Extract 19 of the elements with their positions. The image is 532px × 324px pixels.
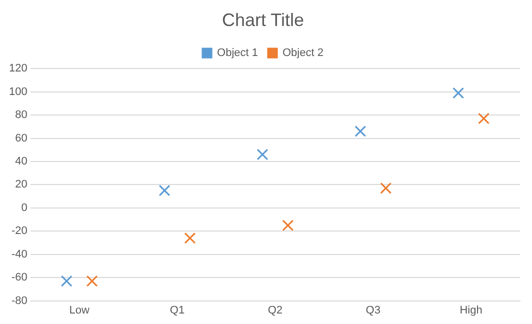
legend-label: Object 2 <box>282 47 324 60</box>
y-tick-label: -80 <box>11 294 28 307</box>
x-tick-label: Low <box>69 304 90 316</box>
y-tick-label: 20 <box>15 178 28 191</box>
y-tick-label: 100 <box>8 86 28 98</box>
y-tick-label: 120 <box>8 62 28 75</box>
chart-title: Chart Title <box>222 10 304 30</box>
y-tick-label: 40 <box>15 156 28 168</box>
x-tick-label: Q1 <box>170 304 185 316</box>
y-tick-label: -40 <box>11 248 28 260</box>
y-tick-label: -60 <box>11 272 28 284</box>
x-tick-label: High <box>460 304 482 316</box>
y-tick-label: -20 <box>11 225 28 238</box>
y-tick-label: 60 <box>15 132 28 144</box>
y-tick-label: 0 <box>21 202 28 214</box>
x-tick-label: Q3 <box>366 304 380 316</box>
x-tick-label: Q2 <box>268 304 283 316</box>
y-tick-label: 80 <box>15 109 28 122</box>
legend-label: Object 1 <box>217 47 258 60</box>
